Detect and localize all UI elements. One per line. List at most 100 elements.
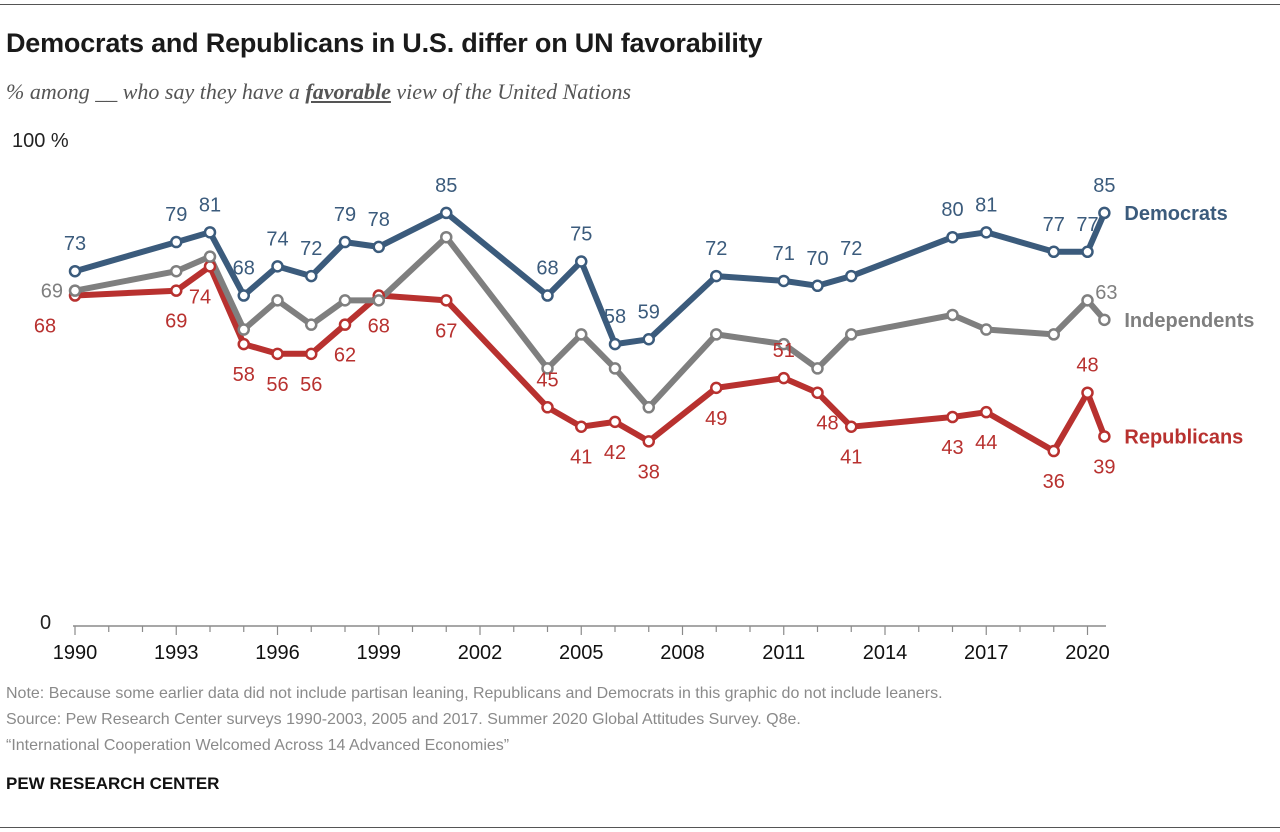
data-point-independents [811, 362, 824, 375]
data-point-democrats [541, 289, 554, 302]
series-name-republicans: Republicans [1124, 426, 1243, 448]
data-point-democrats [946, 230, 959, 244]
data-label-republicans: 36 [1043, 471, 1065, 493]
data-label-democrats: 79 [165, 204, 187, 226]
data-point-democrats [642, 333, 655, 346]
data-point-independents [1081, 294, 1094, 307]
data-point-independents [237, 323, 250, 336]
data-label-democrats: 59 [638, 301, 660, 323]
data-label-democrats: 79 [334, 204, 356, 226]
x-tick-label: 2002 [458, 642, 503, 664]
y-axis-top-label: 100 % [12, 130, 69, 152]
data-point-independents [440, 230, 453, 244]
report-title: “International Cooperation Welcomed Acro… [6, 737, 510, 754]
data-point-democrats [980, 226, 993, 239]
data-point-independents [845, 328, 858, 341]
series-name-democrats: Democrats [1124, 203, 1227, 225]
data-label-republicans: 58 [233, 364, 255, 386]
data-point-democrats [777, 274, 790, 288]
data-label-republicans: 56 [300, 374, 322, 396]
data-label-republicans: 48 [1076, 355, 1098, 377]
x-tick-label: 1993 [154, 642, 199, 664]
data-point-independents [68, 284, 82, 297]
data-label-republicans: 56 [266, 374, 288, 396]
data-label-democrats: 74 [266, 228, 288, 250]
x-tick-label: 2005 [559, 642, 604, 664]
series-name-independents: Independents [1124, 310, 1254, 332]
data-label-democrats: 81 [975, 194, 997, 216]
chart-title: Democrats and Republicans in U.S. differ… [6, 28, 763, 58]
data-label-democrats: 73 [64, 233, 86, 255]
data-point-democrats [271, 260, 284, 273]
data-label-democrats: 70 [806, 248, 828, 270]
source-text: Source: Pew Research Center surveys 1990… [6, 711, 801, 728]
data-label-republicans: 41 [840, 447, 862, 469]
data-point-democrats [170, 235, 183, 249]
data-label-democrats: 72 [300, 238, 322, 260]
data-point-democrats [1047, 245, 1060, 259]
data-label-republicans: 45 [536, 369, 558, 391]
data-label-democrats: 85 [435, 175, 457, 197]
x-tick-label: 2017 [964, 642, 1009, 664]
data-point-republicans [811, 386, 824, 399]
data-point-republicans [980, 405, 993, 419]
subtitle-after: view of the United Nations [390, 79, 632, 104]
data-point-republicans [338, 318, 352, 331]
brand-logo-text: PEW RESEARCH CENTER [6, 774, 220, 793]
data-label-republicans: 41 [570, 447, 592, 469]
data-point-democrats [811, 279, 824, 293]
data-label-republicans: 44 [975, 432, 997, 454]
data-label-republicans: 62 [334, 345, 356, 367]
data-point-democrats [372, 240, 385, 254]
data-point-democrats [237, 289, 250, 302]
data-label-democrats: 71 [773, 243, 795, 265]
data-label-republicans: 38 [638, 461, 660, 483]
data-point-republicans [170, 284, 183, 297]
x-tick-label: 1990 [53, 642, 98, 664]
data-point-democrats [1081, 245, 1094, 259]
data-label-republicans: 48 [816, 413, 838, 435]
data-point-democrats [203, 226, 217, 239]
subtitle-emphasis: favorable [305, 79, 391, 104]
x-tick-label: 2008 [660, 642, 705, 664]
data-point-democrats [1098, 206, 1111, 220]
data-label-democrats: 77 [1076, 214, 1098, 236]
data-label-democrats: 68 [233, 258, 255, 280]
data-label-republicans: 39 [1093, 456, 1115, 478]
data-label-republicans: 68 [34, 316, 56, 338]
data-label-republicans: 42 [604, 442, 626, 464]
data-point-democrats [608, 337, 622, 351]
note-text: Note: Because some earlier data did not … [6, 685, 943, 702]
data-label-democrats: 58 [604, 306, 626, 328]
data-point-independents [642, 401, 655, 414]
x-tick-label: 1996 [255, 642, 300, 664]
chart-notes: Note: Because some earlier data did not … [6, 681, 943, 759]
data-point-independents [203, 250, 217, 263]
data-label-democrats: 81 [199, 194, 221, 216]
series-line-independents [72, 234, 1108, 411]
data-point-republicans [440, 294, 453, 307]
data-point-independents [608, 362, 622, 375]
data-point-independents [271, 294, 284, 307]
data-point-republicans [777, 371, 790, 385]
data-label-democrats: 80 [941, 199, 963, 221]
bottom-rule [0, 827, 1280, 828]
data-label-democrats: 72 [705, 238, 727, 260]
data-label-republicans: 67 [435, 320, 457, 342]
data-point-independents [575, 328, 588, 341]
data-point-democrats [68, 264, 82, 278]
data-label-republicans: 68 [368, 316, 390, 338]
data-label-independents: 69 [41, 281, 63, 303]
data-point-republicans [305, 347, 318, 361]
subtitle-before: % among __ who say they have a [6, 79, 306, 104]
data-point-independents [338, 294, 352, 307]
data-point-democrats [338, 235, 352, 249]
data-label-independents: 63 [1095, 282, 1117, 304]
data-point-democrats [305, 269, 318, 283]
data-point-republicans [642, 435, 655, 448]
data-point-independents [777, 337, 790, 351]
data-point-independents [980, 323, 993, 336]
data-point-independents [1047, 328, 1060, 341]
data-label-republicans: 69 [165, 311, 187, 333]
